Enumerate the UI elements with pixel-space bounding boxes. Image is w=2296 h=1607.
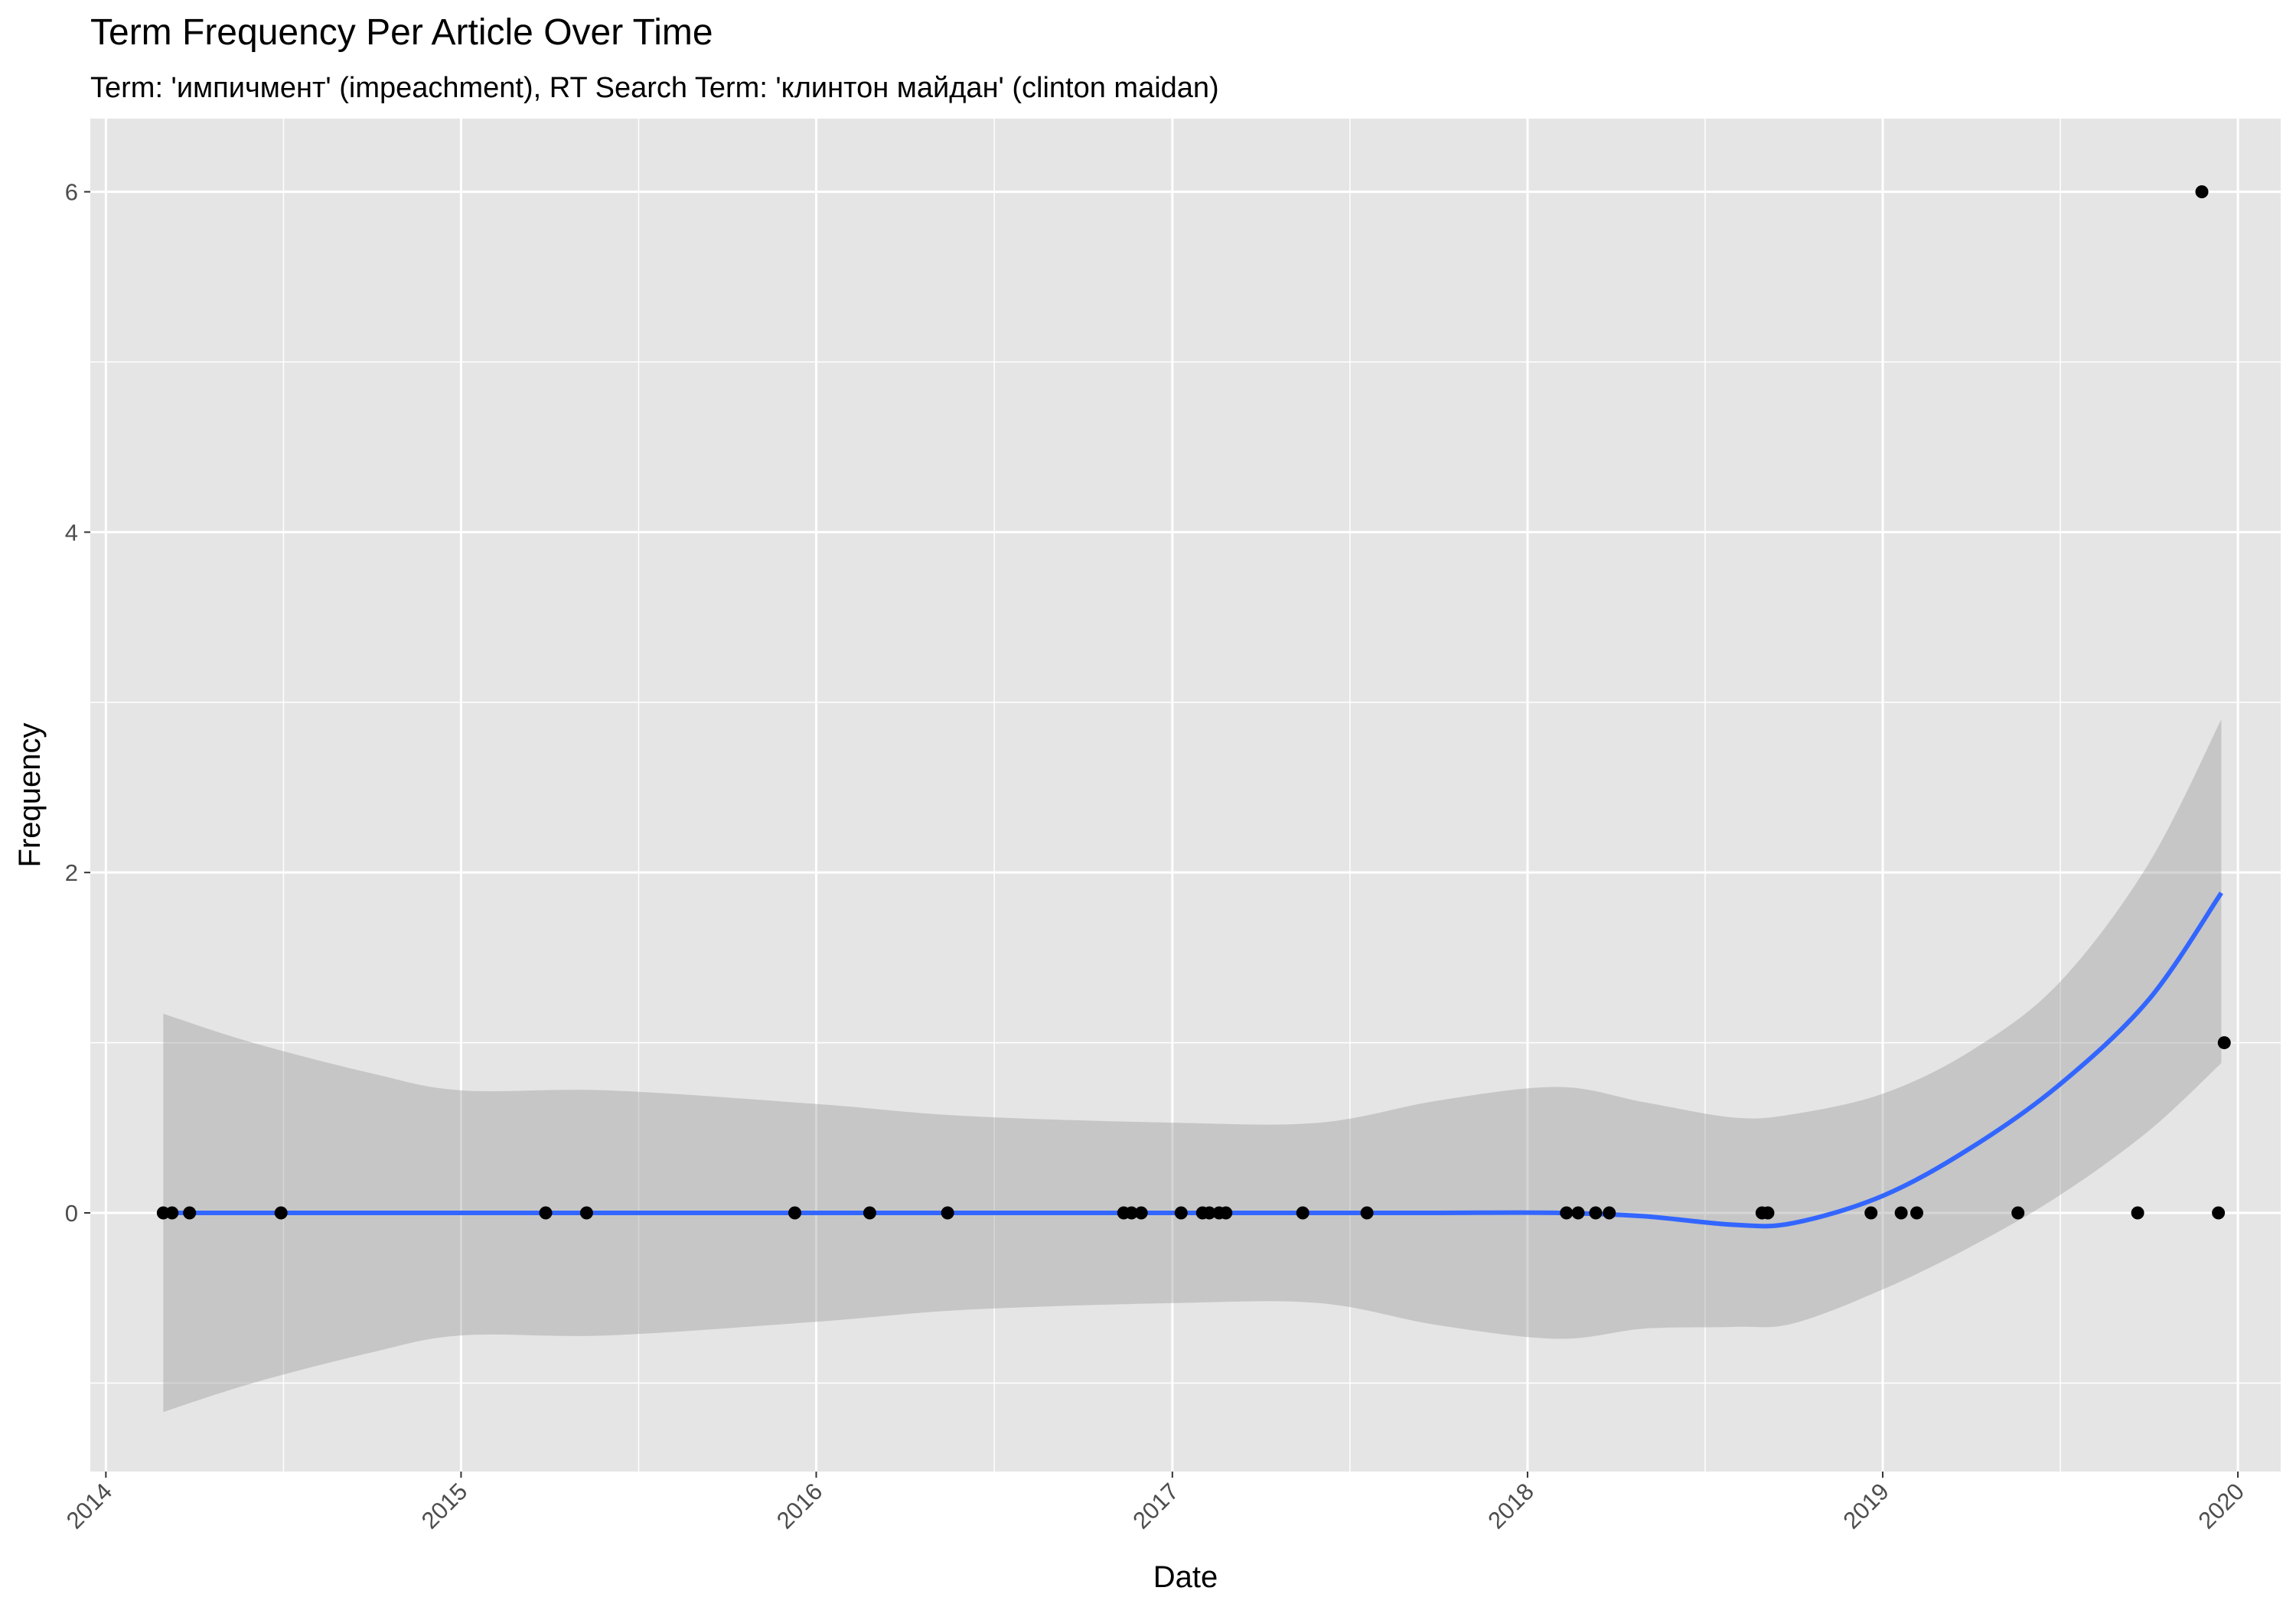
data-point [183, 1206, 197, 1220]
y-tick-label: 4 [65, 519, 78, 546]
data-point [1589, 1206, 1603, 1220]
data-point [1360, 1206, 1374, 1220]
data-point [2195, 185, 2209, 199]
y-axis-title: Frequency [13, 723, 47, 868]
data-point [1894, 1206, 1908, 1220]
data-point [1202, 1206, 1216, 1220]
data-point [274, 1206, 288, 1220]
data-point [165, 1206, 179, 1220]
plot-panel [90, 119, 2281, 1472]
confidence-ribbon-layer [163, 719, 2222, 1413]
data-point [1761, 1206, 1775, 1220]
x-tick-label: 2017 [1127, 1478, 1184, 1534]
data-point [1571, 1206, 1585, 1220]
data-point [1864, 1206, 1878, 1220]
y-tick-label: 0 [65, 1200, 78, 1227]
x-tick-label: 2014 [61, 1478, 118, 1534]
data-point [1603, 1206, 1616, 1220]
data-point [2212, 1206, 2226, 1220]
data-point [788, 1206, 802, 1220]
x-axis-title: Date [1153, 1560, 1218, 1594]
data-point [1174, 1206, 1188, 1220]
data-point [1296, 1206, 1309, 1220]
x-tick-label: 2018 [1482, 1478, 1539, 1534]
data-point [1134, 1206, 1148, 1220]
data-point [539, 1206, 553, 1220]
data-point [579, 1206, 593, 1220]
data-point [941, 1206, 954, 1220]
data-point [863, 1206, 876, 1220]
y-tick-label: 6 [65, 179, 78, 206]
data-points-layer [156, 185, 2231, 1220]
data-point [2217, 1036, 2231, 1050]
x-tick-label: 2020 [2193, 1478, 2249, 1534]
x-tick-label: 2015 [416, 1478, 473, 1534]
y-axis-ticks: 0 2 4 6 [65, 179, 90, 1227]
minor-gridlines [90, 119, 2281, 1472]
confidence-ribbon [163, 719, 2222, 1413]
x-tick-label: 2019 [1838, 1478, 1894, 1534]
y-tick-label: 2 [65, 859, 78, 886]
data-point [2131, 1206, 2144, 1220]
x-axis-ticks: 2014 2015 2016 2017 2018 2019 2020 [61, 1472, 2249, 1534]
data-point [2011, 1206, 2025, 1220]
x-tick-label: 2016 [771, 1478, 828, 1534]
data-point [1560, 1206, 1574, 1220]
data-point [1910, 1206, 1923, 1220]
chart-title: Term Frequency Per Article Over Time [90, 12, 713, 53]
data-point [1219, 1206, 1233, 1220]
data-point [1124, 1206, 1138, 1220]
chart-subtitle: Term: 'импичмент' (impeachment), RT Sear… [90, 72, 1219, 104]
